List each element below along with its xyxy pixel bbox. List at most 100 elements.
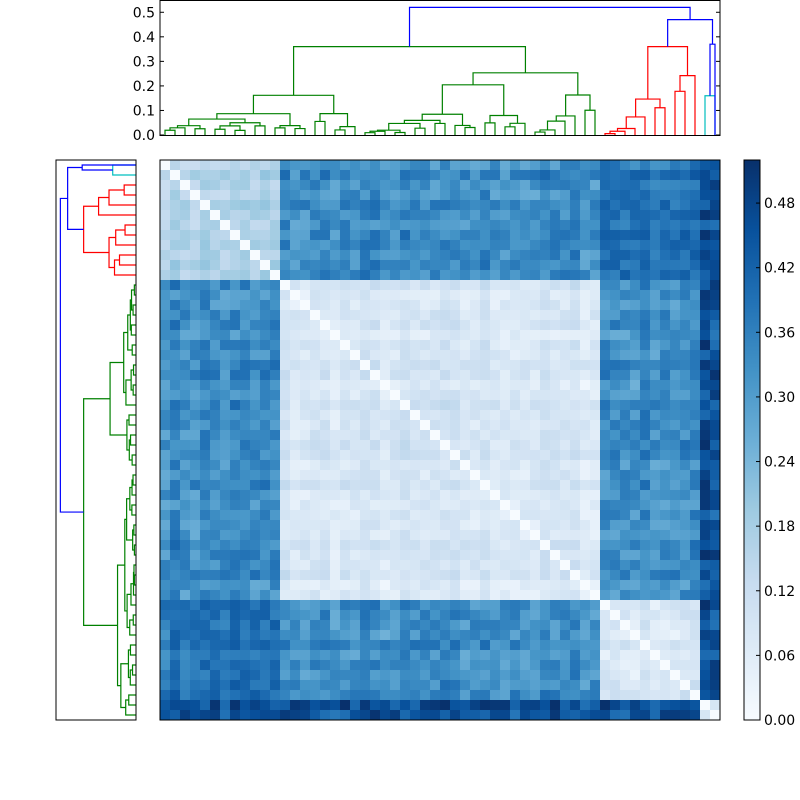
heatmap-cell: [600, 570, 611, 581]
heatmap-cell: [340, 270, 351, 281]
heatmap-cell: [300, 410, 311, 421]
heatmap-cell: [650, 450, 661, 461]
heatmap-cell: [580, 690, 591, 701]
heatmap-cell: [240, 170, 251, 181]
heatmap-cell: [660, 320, 671, 331]
heatmap-cell: [510, 210, 521, 221]
heatmap-cell: [700, 550, 711, 561]
heatmap-cell: [260, 670, 271, 681]
heatmap-cell: [260, 320, 271, 331]
heatmap-cell: [550, 490, 561, 501]
heatmap-cell: [580, 200, 591, 211]
heatmap-cell: [610, 270, 621, 281]
heatmap-cell: [400, 620, 411, 631]
heatmap-cell: [470, 590, 481, 601]
heatmap-cell: [320, 450, 331, 461]
heatmap-cell: [350, 270, 361, 281]
heatmap-cell: [350, 240, 361, 251]
heatmap-cell: [190, 300, 201, 311]
heatmap-cell: [550, 470, 561, 481]
heatmap-cell: [710, 480, 721, 491]
heatmap-cell: [650, 220, 661, 231]
heatmap-cell: [510, 460, 521, 471]
heatmap-cell: [230, 450, 241, 461]
heatmap-cell: [300, 230, 311, 241]
heatmap-cell: [380, 620, 391, 631]
heatmap-cell: [610, 710, 621, 721]
heatmap-cell: [240, 630, 251, 641]
heatmap-cell: [590, 690, 601, 701]
heatmap-cell: [440, 250, 451, 261]
heatmap-cell: [330, 270, 341, 281]
heatmap-cell: [310, 300, 321, 311]
heatmap-cell: [560, 460, 571, 471]
heatmap-cell: [480, 680, 491, 691]
heatmap-cell: [170, 660, 181, 671]
left-dendrogram-cluster-link: [83, 205, 110, 254]
heatmap-cell: [590, 710, 601, 721]
colorbar: 0.000.060.120.180.240.300.360.420.48: [743, 159, 795, 729]
heatmap-cell: [550, 560, 561, 571]
heatmap-cell: [210, 160, 221, 171]
heatmap-cell: [690, 310, 701, 321]
heatmap-cell: [360, 210, 371, 221]
heatmap-cell: [430, 190, 441, 201]
heatmap-cell: [590, 680, 601, 691]
heatmap-cell: [540, 500, 551, 511]
heatmap-cell: [300, 390, 311, 401]
heatmap-cell: [250, 430, 261, 441]
heatmap-cell: [420, 660, 431, 671]
heatmap-cell: [250, 160, 261, 171]
heatmap-cell: [330, 560, 341, 571]
colorbar-tick-label: 0.06: [764, 648, 795, 664]
heatmap-cell: [220, 390, 231, 401]
heatmap-cell: [710, 260, 721, 271]
heatmap-cell: [420, 290, 431, 301]
heatmap-cell: [700, 610, 711, 621]
heatmap-cell: [580, 400, 591, 411]
heatmap-cell: [460, 370, 471, 381]
heatmap-cell: [210, 470, 221, 481]
heatmap-cell: [690, 220, 701, 231]
heatmap-cell: [710, 440, 721, 451]
heatmap-cell: [230, 590, 241, 601]
heatmap-cell: [450, 420, 461, 431]
heatmap-cell: [610, 240, 621, 251]
heatmap-cell: [430, 710, 441, 721]
heatmap-cell: [330, 510, 341, 521]
heatmap-cell: [490, 630, 501, 641]
heatmap-cell: [710, 600, 721, 611]
heatmap-cell: [560, 600, 571, 611]
heatmap-cell: [400, 280, 411, 291]
heatmap-cell: [290, 680, 301, 691]
heatmap-cell: [200, 220, 211, 231]
heatmap-cell: [560, 580, 571, 591]
heatmap-cell: [510, 600, 521, 611]
heatmap-cell: [470, 160, 481, 171]
heatmap-cell: [170, 630, 181, 641]
heatmap-cell: [440, 650, 451, 661]
heatmap-cell: [410, 620, 421, 631]
heatmap-cell: [480, 580, 491, 591]
heatmap-cell: [600, 590, 611, 601]
heatmap-cell: [390, 270, 401, 281]
heatmap-cell: [660, 680, 671, 691]
heatmap-cell: [290, 230, 301, 241]
heatmap-cell: [540, 200, 551, 211]
heatmap-cell: [430, 670, 441, 681]
heatmap-cell: [220, 160, 231, 171]
heatmap-cell: [680, 560, 691, 571]
heatmap-cell: [500, 410, 511, 421]
heatmap-cell: [200, 650, 211, 661]
heatmap-cell: [280, 460, 291, 471]
heatmap-cell: [370, 310, 381, 321]
heatmap-cell: [270, 480, 281, 491]
heatmap-cell: [290, 320, 301, 331]
heatmap-cell: [280, 330, 291, 341]
heatmap-cell: [530, 700, 541, 711]
heatmap-cell: [290, 530, 301, 541]
heatmap-cell: [360, 400, 371, 411]
heatmap-cell: [580, 190, 591, 201]
heatmap-cell: [500, 230, 511, 241]
heatmap-cell: [610, 410, 621, 421]
